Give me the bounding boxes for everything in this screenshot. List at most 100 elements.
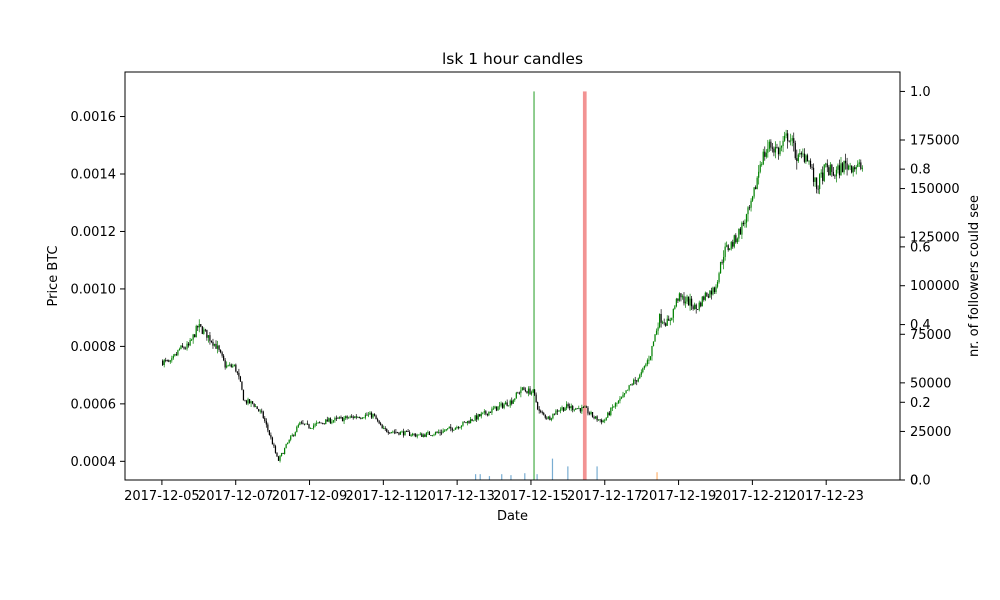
candle-body — [303, 423, 306, 425]
candle-body — [216, 345, 219, 349]
candle-body — [340, 417, 342, 418]
x-tick-label: 2017-12-19 — [641, 489, 717, 504]
candle-body — [758, 171, 760, 178]
candle-body — [323, 423, 325, 425]
y3-tick-label: 50000 — [910, 376, 951, 391]
candle-body — [700, 302, 702, 307]
candle-body — [625, 390, 627, 394]
x-tick-label: 2017-12-07 — [198, 489, 274, 504]
candle-body — [558, 410, 560, 412]
candle-body — [651, 346, 653, 357]
candle-body — [363, 417, 365, 419]
candle-body — [668, 318, 670, 321]
candle-body — [171, 358, 173, 361]
candle-body — [649, 356, 652, 360]
chart-title: lsk 1 hour candles — [442, 50, 583, 68]
candle-body — [407, 431, 409, 433]
candle-body — [459, 427, 461, 429]
candle-body — [701, 296, 703, 307]
candle-body — [666, 318, 668, 326]
candle-body — [201, 326, 203, 334]
candle-body — [239, 376, 242, 382]
candle-body — [742, 222, 745, 225]
candle-body — [495, 406, 498, 411]
candle-body — [541, 411, 543, 413]
candle-body — [221, 352, 223, 356]
candle-body — [815, 177, 818, 189]
candle-body — [276, 452, 278, 457]
candle-body — [553, 413, 556, 415]
candle-body — [162, 360, 164, 365]
candle-body — [671, 317, 673, 321]
candle-body — [835, 169, 838, 177]
candle-body — [489, 411, 492, 413]
candle-body — [274, 446, 277, 453]
candle-body — [293, 434, 295, 436]
candle-body — [437, 432, 440, 433]
candle-body — [832, 171, 834, 176]
candle-body — [771, 147, 774, 149]
candle-body — [566, 404, 568, 409]
plot-frame — [124, 71, 901, 481]
candle-body — [732, 242, 734, 247]
candle-body — [425, 432, 427, 437]
candle-body — [631, 384, 633, 386]
candle-body — [338, 417, 341, 419]
candle-body — [469, 419, 472, 424]
candle-body — [587, 407, 589, 414]
candle-body — [219, 349, 222, 353]
candle-body — [431, 435, 434, 437]
candle-body — [751, 196, 754, 201]
candle-body — [517, 392, 519, 394]
candle-body — [383, 428, 385, 429]
candle-body — [761, 164, 763, 166]
candle-body — [501, 403, 504, 408]
candle-body — [556, 410, 559, 412]
candle-body — [559, 409, 562, 411]
candle-body — [360, 418, 362, 419]
candle-body — [229, 364, 231, 366]
candle-body — [569, 406, 571, 409]
candle-body — [322, 423, 324, 424]
candle-body — [203, 329, 205, 334]
candle-body — [764, 151, 766, 157]
candle-body — [413, 433, 415, 435]
candle-body — [669, 320, 671, 321]
candle-body — [697, 309, 699, 310]
candle-body — [483, 411, 485, 413]
follower-count-bar — [656, 472, 658, 480]
y3-tick-label: 75000 — [910, 328, 951, 343]
candle-body — [858, 162, 860, 164]
candle-body — [834, 175, 836, 177]
candle-body — [210, 340, 213, 343]
candle-body — [837, 165, 839, 170]
candle-body — [783, 135, 786, 141]
candle-body — [599, 419, 601, 421]
candle-body — [441, 432, 443, 434]
candle-body — [514, 398, 516, 401]
y2-tick-label: 1.0 — [910, 85, 931, 100]
candle-body — [497, 406, 499, 411]
candle-body — [291, 434, 293, 437]
y-tick-label: 0.0006 — [71, 397, 117, 412]
candle-body — [366, 414, 368, 416]
candle-body — [242, 389, 245, 401]
candle-body — [808, 160, 810, 162]
axes: 2017-12-052017-12-072017-12-092017-12-11… — [71, 71, 960, 504]
candle-body — [479, 414, 481, 417]
candle-body — [658, 313, 661, 328]
candle-body — [684, 301, 687, 304]
candle-body — [741, 222, 743, 235]
candle-body — [544, 414, 546, 418]
candle-body — [175, 354, 177, 355]
candle-body — [578, 408, 580, 409]
follower-count-bar — [474, 474, 477, 480]
candle-body — [840, 163, 842, 176]
candle-body — [372, 414, 374, 418]
candle-body — [326, 419, 328, 422]
candle-body — [610, 407, 612, 416]
candle-body — [503, 404, 505, 408]
candle-body — [465, 421, 467, 423]
candle-body — [672, 308, 674, 318]
candle-body — [416, 435, 418, 437]
